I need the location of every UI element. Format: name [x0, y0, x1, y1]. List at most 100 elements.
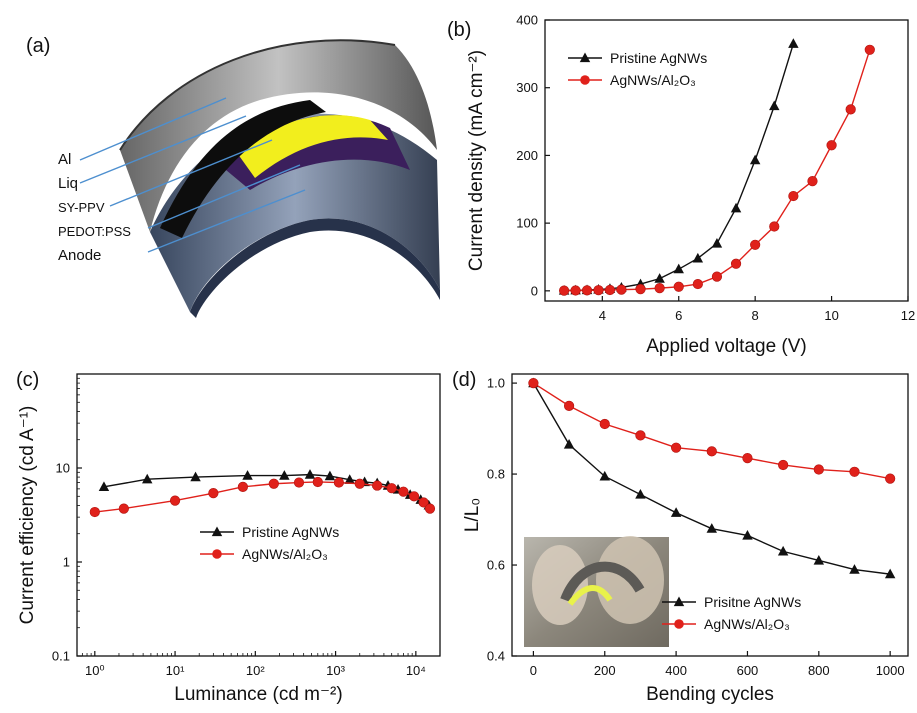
b-x-tick-label: 8 [752, 308, 759, 323]
d-x-tick-label: 800 [808, 663, 830, 678]
panel-d-x-axis-title: Bending cycles [646, 684, 774, 705]
panel-c-axes [76, 373, 441, 657]
b-data-point-circle [673, 281, 684, 292]
b-data-point-circle [730, 258, 742, 269]
panel-b-legend-marker-pristine [579, 52, 591, 63]
d-x-tick-label: 200 [594, 663, 616, 678]
panel-d-legend-label-treated: AgNWs/Al₂O₃ [704, 616, 790, 632]
b-y-tick-label: 400 [516, 13, 538, 28]
b-data-point-triangle [730, 202, 742, 213]
d-y-tick-label: 1.0 [487, 376, 505, 391]
d-y-tick-label: 0.6 [487, 558, 505, 573]
c-data-point-triangle [142, 473, 153, 484]
liq-layer-shape [160, 100, 326, 238]
panel-b-legend: Pristine AgNWs AgNWs/Al₂O₃ [568, 50, 707, 88]
c-data-point-circle [408, 491, 420, 502]
panel-b-ticks: 4 6 8 10 12 0 100 200 300 400 [516, 13, 915, 324]
panel-d-legend: Prisitne AgNWs AgNWs/Al₂O₃ [662, 594, 801, 632]
b-data-point-circle [654, 283, 665, 294]
d-data-point-triangle [635, 489, 646, 499]
d-data-point-triangle [599, 470, 610, 481]
pointer-line-sy-ppv [109, 139, 273, 207]
panel-label-a: (a) [26, 35, 50, 57]
d-x-tick-label: 1000 [876, 663, 905, 678]
b-y-tick-label: 100 [516, 216, 538, 231]
b-data-point-circle [807, 176, 818, 187]
b-y-tick-label: 300 [516, 80, 538, 95]
b-data-point-triangle [788, 38, 799, 48]
b-data-point-circle [711, 271, 723, 282]
panel-b-plot-area [558, 38, 875, 296]
d-x-tick-label: 400 [665, 663, 687, 678]
c-y-tick-label: 0.1 [52, 649, 70, 664]
b-data-point-circle [864, 44, 875, 55]
d-data-point-triangle [563, 439, 575, 449]
d-data-point-triangle [706, 523, 718, 533]
d-x-tick-label: 0 [530, 663, 537, 678]
c-data-point-circle [169, 495, 181, 506]
d-data-point-triangle [777, 545, 789, 556]
panel-c-legend-marker-treated [212, 549, 222, 559]
c-series-line-0 [103, 473, 430, 506]
c-data-point-circle [268, 478, 279, 489]
c-data-point-circle [424, 503, 436, 514]
c-axes-frame [76, 373, 441, 657]
panel-b-legend-label-treated: AgNWs/Al₂O₃ [610, 72, 696, 88]
b-data-point-triangle [673, 263, 684, 274]
c-x-tick-label: 10³ [326, 663, 345, 678]
panel-c-legend-label-pristine: Pristine AgNWs [242, 524, 339, 540]
layer-labels: Al Liq SY-PPV PEDOT:PSS Anode [58, 151, 131, 264]
panel-c-ticks: 10⁰ 10¹ 10² 10³ 10⁴ 0.1 1 10 [52, 377, 441, 678]
panel-b-legend-label-pristine: Pristine AgNWs [610, 50, 707, 66]
panel-d-legend-marker-pristine [673, 596, 685, 607]
c-data-point-circle [372, 480, 383, 491]
b-data-point-circle [559, 285, 570, 296]
layer-label-sy-ppv: SY-PPV [58, 200, 105, 215]
d-data-point-circle [849, 466, 860, 477]
c-data-point-triangle [242, 470, 253, 480]
panel-label-d: (d) [452, 369, 476, 391]
pointer-line-pedot [147, 164, 301, 229]
inset-photo-emission-glow [567, 585, 613, 606]
c-x-tick-label: 10¹ [166, 663, 185, 678]
c-data-point-triangle [279, 470, 290, 480]
d-data-point-circle [706, 446, 717, 457]
d-data-point-triangle [884, 568, 896, 579]
d-data-point-circle [635, 430, 646, 441]
c-data-point-circle [333, 477, 345, 488]
c-data-point-circle [418, 497, 429, 508]
b-data-point-circle [616, 284, 627, 295]
c-data-point-triangle [304, 469, 316, 479]
pointer-line-liq [79, 115, 247, 184]
c-x-tick-label: 10⁴ [406, 663, 426, 678]
b-data-point-triangle [769, 100, 780, 111]
d-axes-frame [511, 373, 909, 657]
d-data-point-circle [778, 459, 789, 471]
panel-d-chart: (d) 0 200 400 600 800 1000 0.4 0.6 0.8 1.0 Bendin… [452, 369, 909, 705]
inset-photo [524, 536, 669, 647]
panel-d-axes [511, 373, 909, 657]
panel-c-x-axis-title: Luminance (cd m⁻²) [174, 684, 342, 705]
layer-label-liq: Liq [58, 175, 78, 192]
inset-photo-device-body [560, 561, 645, 602]
c-data-point-triangle [344, 474, 355, 484]
b-data-point-circle [604, 284, 616, 296]
c-x-tick-label: 10⁰ [85, 663, 105, 678]
d-data-point-triangle [742, 529, 753, 540]
d-data-point-triangle [813, 554, 825, 565]
panel-c-legend-label-treated: AgNWs/Al₂O₃ [242, 546, 328, 562]
b-data-point-circle [581, 285, 593, 296]
b-data-point-circle [845, 104, 856, 115]
d-series-line-1 [533, 382, 891, 480]
layer-label-anode: Anode [58, 247, 101, 264]
d-y-tick-label: 0.4 [487, 649, 505, 664]
b-data-point-triangle [692, 252, 704, 263]
c-x-tick-label: 10² [246, 663, 265, 678]
d-data-point-circle [599, 418, 610, 430]
b-data-point-triangle [654, 273, 665, 283]
d-data-point-circle [528, 377, 539, 389]
b-data-point-circle [692, 278, 703, 290]
panel-d-plot-area [528, 377, 896, 579]
c-data-point-circle [386, 483, 397, 494]
